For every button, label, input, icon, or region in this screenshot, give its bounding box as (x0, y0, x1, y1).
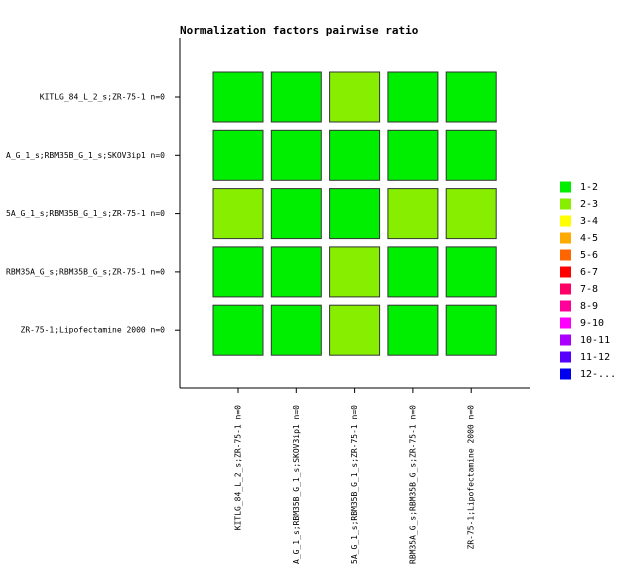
heatmap-cell (387, 304, 439, 356)
heatmap-cell (212, 304, 264, 356)
column-label: RBM35A_G_s;RBM35B_G_s;ZR-75-1 n=0 (408, 405, 417, 564)
legend-swatch (560, 249, 571, 261)
legend-swatch (560, 198, 571, 210)
legend-swatch (560, 181, 571, 193)
column-label: A_G_1_s;RBM35B_G_1_s;SKOV3ip1 n=0 (292, 405, 301, 564)
row-label: 5A_G_1_s;RBM35B_G_1_s;ZR-75-1 n=0 (6, 209, 165, 218)
legend-swatch (560, 300, 571, 312)
column-label: KITLG_84_L_2_s;ZR-75-1 n=0 (234, 405, 243, 530)
legend-label: 12-... (580, 369, 616, 380)
column-label: ZR-75-1;Lipofectamine 2000 n=0 (467, 405, 476, 550)
heatmap-cell (445, 246, 497, 298)
heatmap-cell (270, 304, 322, 356)
legend-swatch (560, 334, 571, 346)
column-label: 5A_G_1_s;RBM35B_G_1_s;ZR-75-1 n=0 (350, 405, 359, 564)
heatmap-cell (329, 304, 381, 356)
legend-label: 8-9 (580, 301, 598, 312)
heatmap-cell (445, 71, 497, 123)
legend-label: 9-10 (580, 318, 604, 329)
legend-swatch (560, 232, 571, 244)
heatmap-cell (445, 304, 497, 356)
legend-swatch (560, 317, 571, 329)
legend-label: 10-11 (580, 335, 610, 346)
heatmap-cell (212, 188, 264, 240)
legend-label: 4-5 (580, 233, 598, 244)
legend-swatch (560, 215, 571, 227)
heatmap-cell (270, 188, 322, 240)
row-label: ZR-75-1;Lipofectamine 2000 n=0 (21, 326, 166, 335)
heatmap-cell (387, 71, 439, 123)
legend-swatch (560, 351, 571, 363)
legend-label: 5-6 (580, 250, 598, 261)
heatmap-cell (212, 246, 264, 298)
legend-label: 6-7 (580, 267, 598, 278)
heatmap-cell (270, 246, 322, 298)
heatmap-cell (329, 246, 381, 298)
legend-label: 2-3 (580, 199, 598, 210)
row-label: KITLG_84_L_2_s;ZR-75-1 n=0 (40, 93, 165, 102)
heatmap-cell (270, 71, 322, 123)
chart-title: Normalization factors pairwise ratio (180, 24, 419, 37)
legend-label: 7-8 (580, 284, 598, 295)
legend-swatch (560, 266, 571, 278)
heatmap-cell (212, 71, 264, 123)
heatmap-cell (329, 129, 381, 181)
legend-label: 11-12 (580, 352, 610, 363)
heatmap-cell (387, 129, 439, 181)
heatmap-cell (445, 188, 497, 240)
legend-swatch (560, 368, 571, 380)
heatmap-cell (329, 71, 381, 123)
heatmap-cell (270, 129, 322, 181)
legend-swatch (560, 283, 571, 295)
heatmap-cell (212, 129, 264, 181)
heatmap-cell (387, 246, 439, 298)
heatmap-cell (329, 188, 381, 240)
heatmap-cell (445, 129, 497, 181)
row-label: RBM35A_G_s;RBM35B_G_s;ZR-75-1 n=0 (6, 267, 165, 276)
heatmap-cell (387, 188, 439, 240)
row-label: A_G_1_s;RBM35B_G_1_s;SKOV3ip1 n=0 (6, 151, 165, 160)
legend-label: 3-4 (580, 216, 598, 227)
legend-label: 1-2 (580, 182, 598, 193)
